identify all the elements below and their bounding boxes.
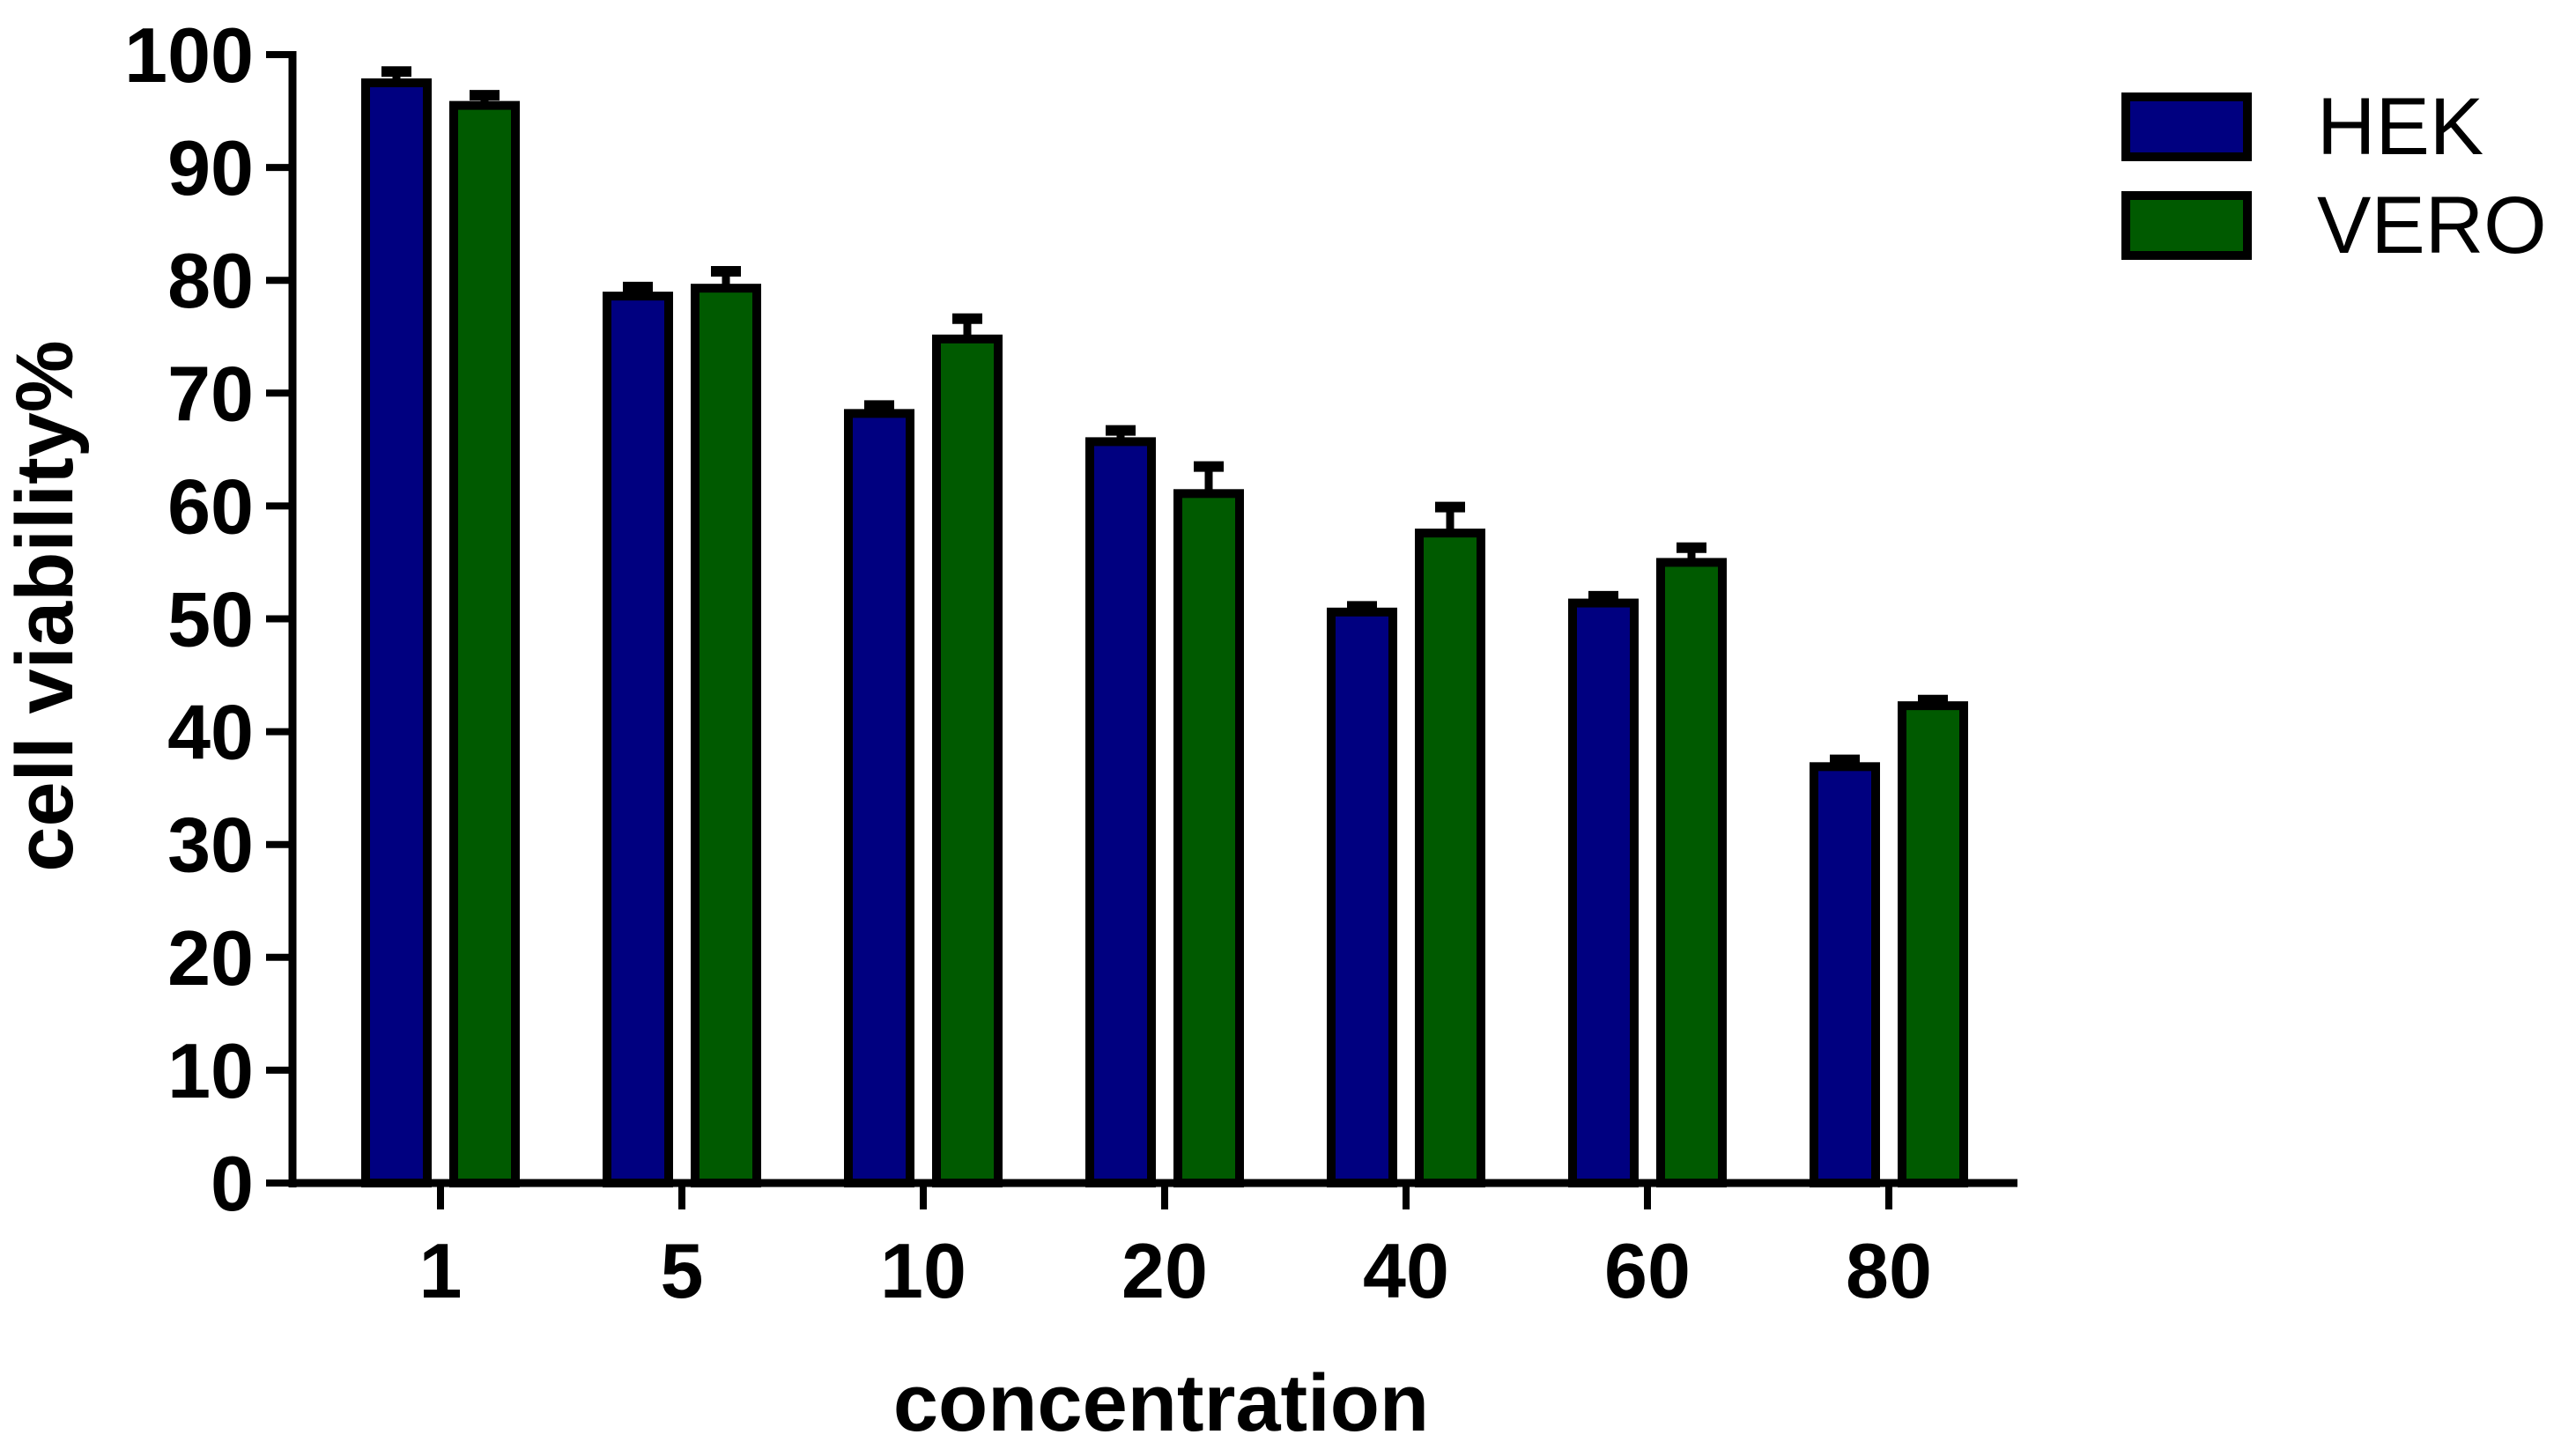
y-axis: 0 10 20 30 40 50 60 70 80 90 100 [124,11,297,1227]
y-tick-label: 60 [167,462,254,550]
y-tick-label: 100 [124,11,254,99]
bar [1415,529,1485,1187]
x-tick-label: 10 [880,1227,966,1314]
x-axis-title: concentration [893,1358,1429,1442]
bar [1568,598,1639,1187]
bar [844,409,914,1188]
x-tick-label: 80 [1846,1227,1932,1314]
y-tick-label: 40 [167,689,254,776]
y-tick-label: 70 [167,350,254,437]
bar [1810,762,1880,1187]
y-tick-label: 90 [167,124,254,211]
legend-swatch [2121,92,2252,161]
bar [932,334,1003,1187]
y-tick-label: 0 [211,1140,254,1227]
y-tick-label: 50 [167,576,254,663]
bar [1327,607,1397,1187]
bar [361,78,432,1187]
bar [603,292,673,1188]
y-tick-label: 10 [167,1027,254,1114]
legend-label: VERO [2317,181,2547,270]
x-tick-label: 1 [419,1227,463,1314]
x-tick-label: 20 [1121,1227,1208,1314]
bar [1085,437,1156,1187]
bar [1173,489,1244,1187]
legend-swatch [2121,191,2252,260]
y-tick-label: 30 [167,802,254,889]
bar [1898,701,1968,1187]
bar [691,284,761,1187]
legend-label: HEK [2317,82,2483,172]
x-tick-label: 40 [1363,1227,1449,1314]
y-axis-title: cell viability% [0,340,90,871]
x-tick-label: 5 [661,1227,704,1314]
legend: HEK VERO [2121,82,2547,270]
y-tick-label: 80 [167,237,254,324]
bars-layer [361,66,1968,1188]
x-axis: 1 5 10 20 40 60 80 [289,1179,2017,1314]
x-tick-label: 60 [1604,1227,1691,1314]
y-tick-label: 20 [167,914,254,1002]
bar [449,100,520,1187]
bar [1656,558,1727,1187]
